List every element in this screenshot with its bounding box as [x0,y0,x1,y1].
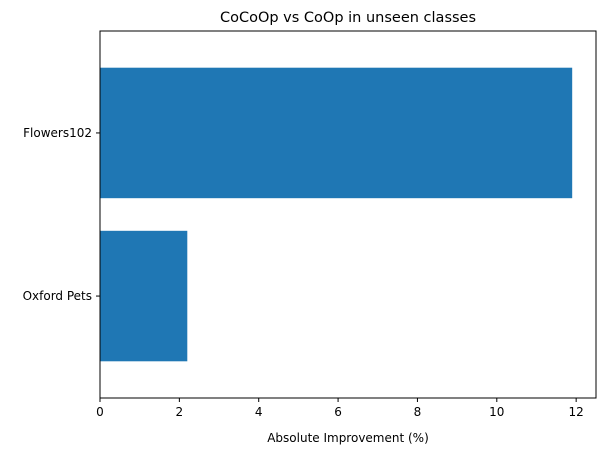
bar-flowers102 [100,67,573,199]
x-tick-label: 6 [334,405,342,419]
chart-title: CoCoOp vs CoOp in unseen classes [220,10,476,26]
x-tick-label: 8 [414,405,422,419]
x-axis-title: Absolute Improvement (%) [267,431,429,445]
y-axis-ticks: Flowers102 Oxford Pets [23,126,100,303]
x-tick-label: 4 [255,405,263,419]
y-tick-label: Flowers102 [23,126,92,140]
x-tick-label: 12 [569,405,584,419]
y-tick-label: Oxford Pets [23,289,92,303]
x-axis-ticks: 0 2 4 6 8 10 12 [96,398,584,419]
x-tick-label: 0 [96,405,104,419]
axes-frame [99,30,597,399]
bar-oxford-pets [100,230,188,362]
bars-group [100,67,573,362]
x-tick-label: 10 [489,405,504,419]
x-tick-label: 2 [176,405,184,419]
